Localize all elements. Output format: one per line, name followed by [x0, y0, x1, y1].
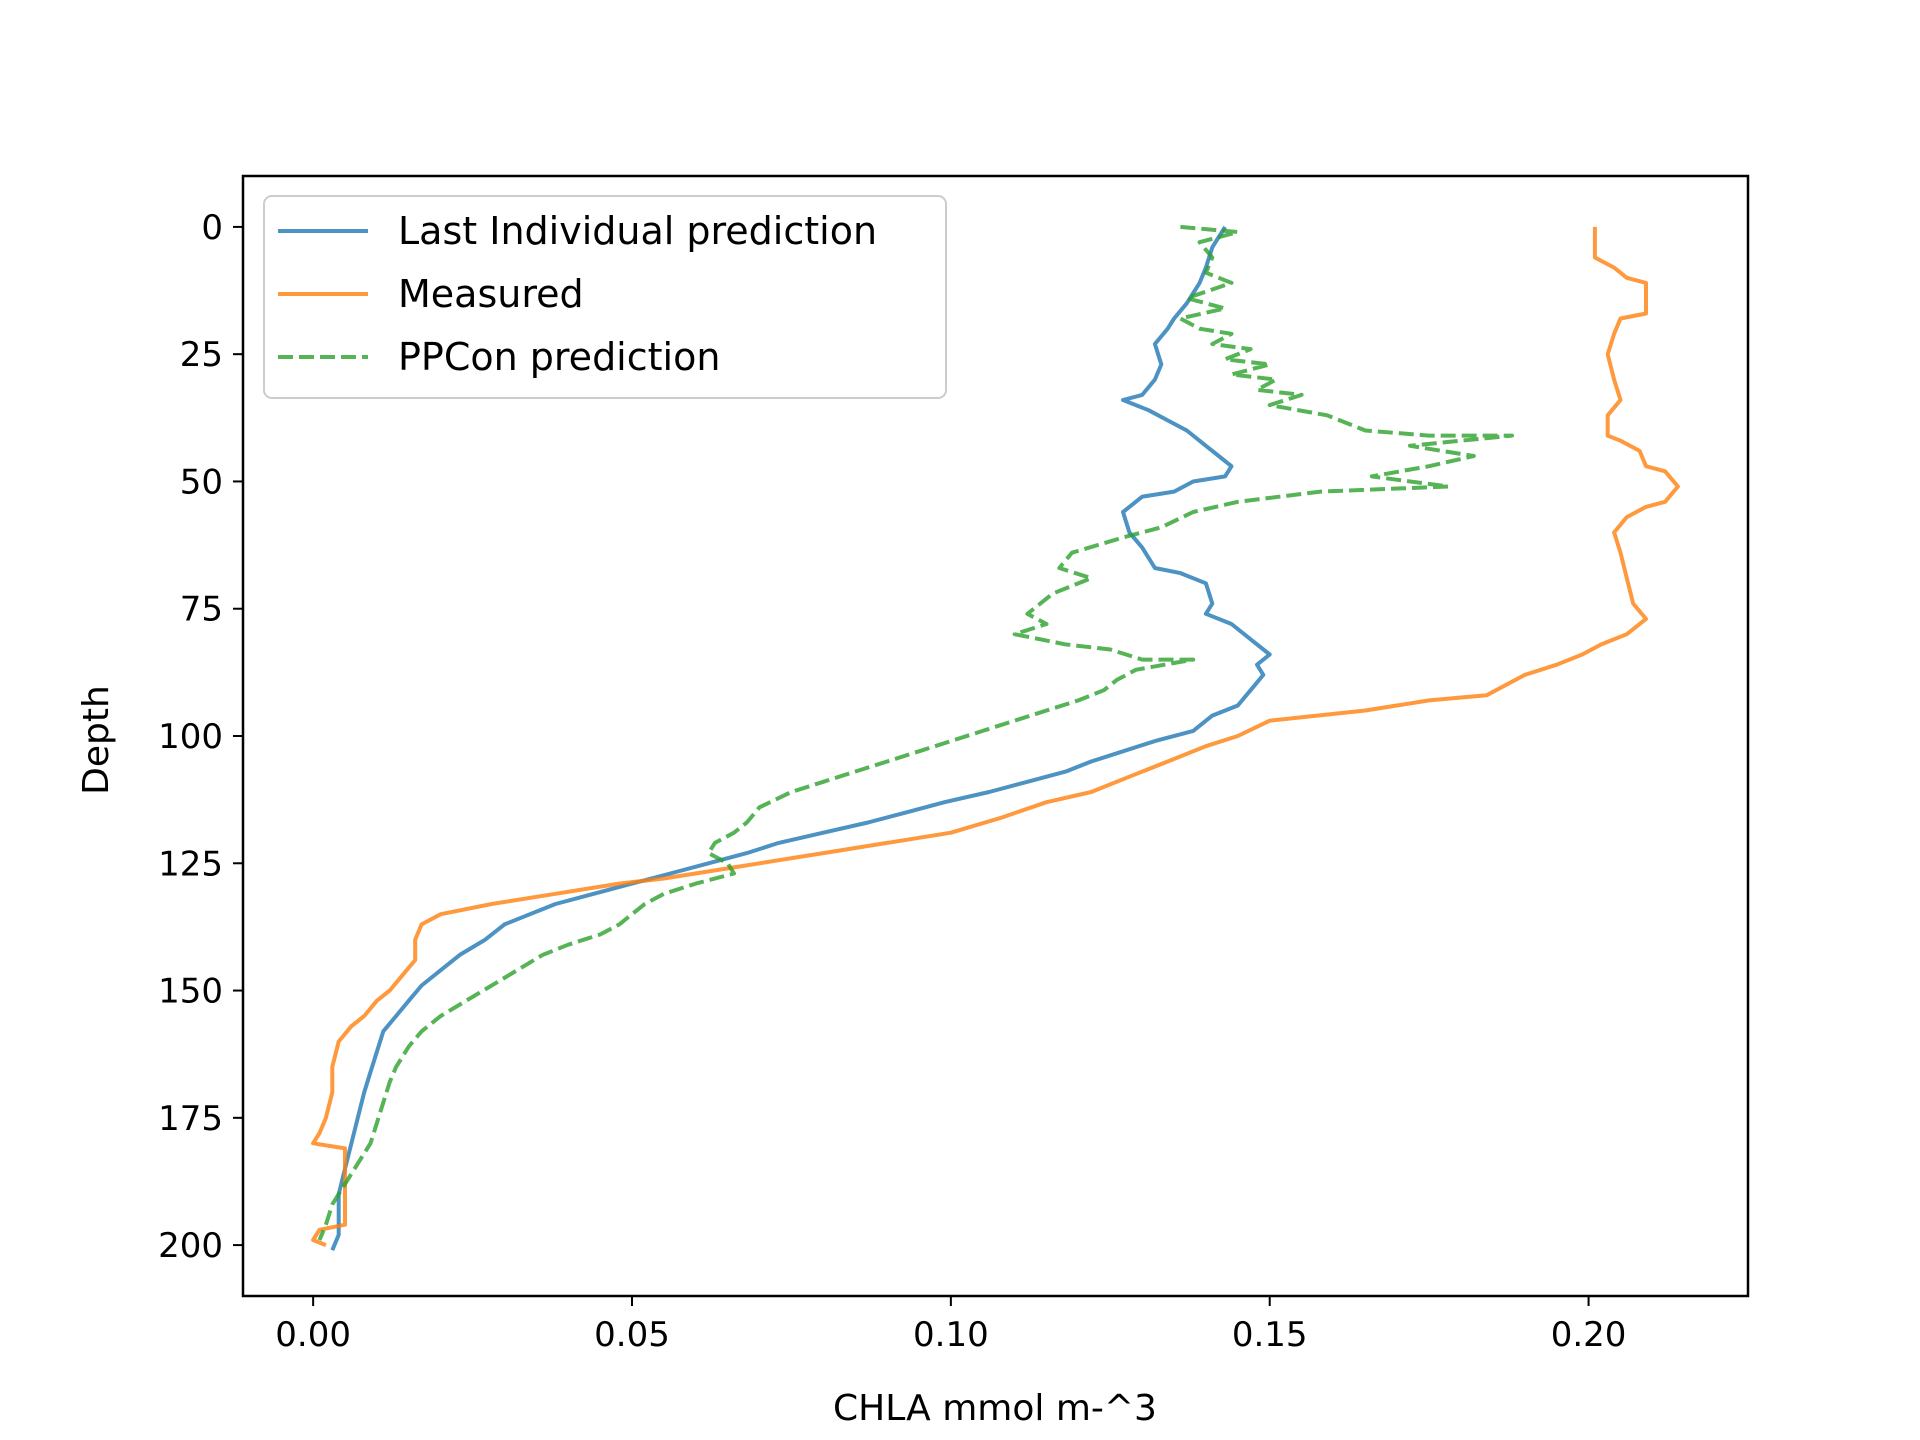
x-tick-label: 0.20 — [1551, 1315, 1627, 1355]
series-line-1 — [311, 226, 1680, 1247]
legend: Last Individual prediction Measured PPCo… — [263, 195, 947, 399]
series-line-2 — [317, 224, 1514, 1241]
y-tick-label: 175 — [158, 1099, 223, 1139]
y-tick-label: 25 — [180, 335, 223, 375]
x-tick-label: 0.05 — [594, 1315, 670, 1355]
x-tick-label: 0.00 — [275, 1315, 351, 1355]
x-tick-label: 0.10 — [913, 1315, 989, 1355]
y-tick-label: 125 — [158, 844, 223, 884]
y-tick-label: 0 — [201, 208, 223, 248]
x-tick-label: 0.15 — [1232, 1315, 1308, 1355]
y-tick-label: 75 — [180, 590, 223, 630]
legend-label-ppcon: PPCon prediction — [398, 335, 720, 379]
ticks-layer: 0.00 0.05 0.10 0.15 0.20 0 25 50 75 100 125 150 175 2… — [158, 208, 1626, 1355]
series-line-0 — [330, 225, 1272, 1251]
legend-label-measured: Measured — [398, 272, 584, 316]
y-tick-label: 50 — [180, 462, 223, 502]
legend-label-last-individual: Last Individual prediction — [398, 209, 877, 253]
x-axis-label: CHLA mmol m-^3 — [833, 1388, 1157, 1429]
y-tick-label: 100 — [158, 717, 223, 757]
y-tick-label: 200 — [158, 1226, 223, 1266]
series-layer — [311, 224, 1680, 1251]
y-axis-label: Depth — [76, 685, 117, 795]
y-tick-label: 150 — [158, 972, 223, 1012]
legend-box — [263, 195, 947, 399]
